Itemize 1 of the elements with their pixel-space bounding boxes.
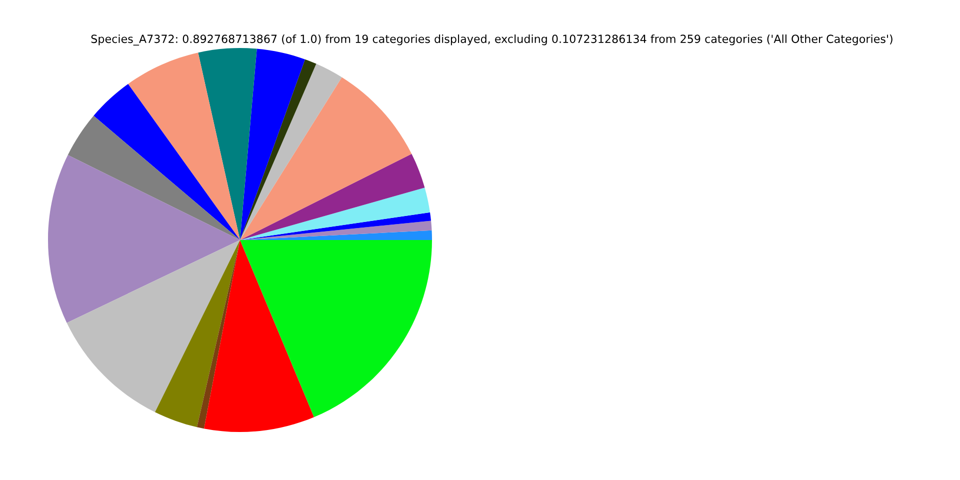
text: Species_A7372: 0.892768713867 (of 1.0) from 19 categories displayed, excluding 0.107231286134 from 259 categories ('All Other Categories') <box>91 34 892 46</box>
